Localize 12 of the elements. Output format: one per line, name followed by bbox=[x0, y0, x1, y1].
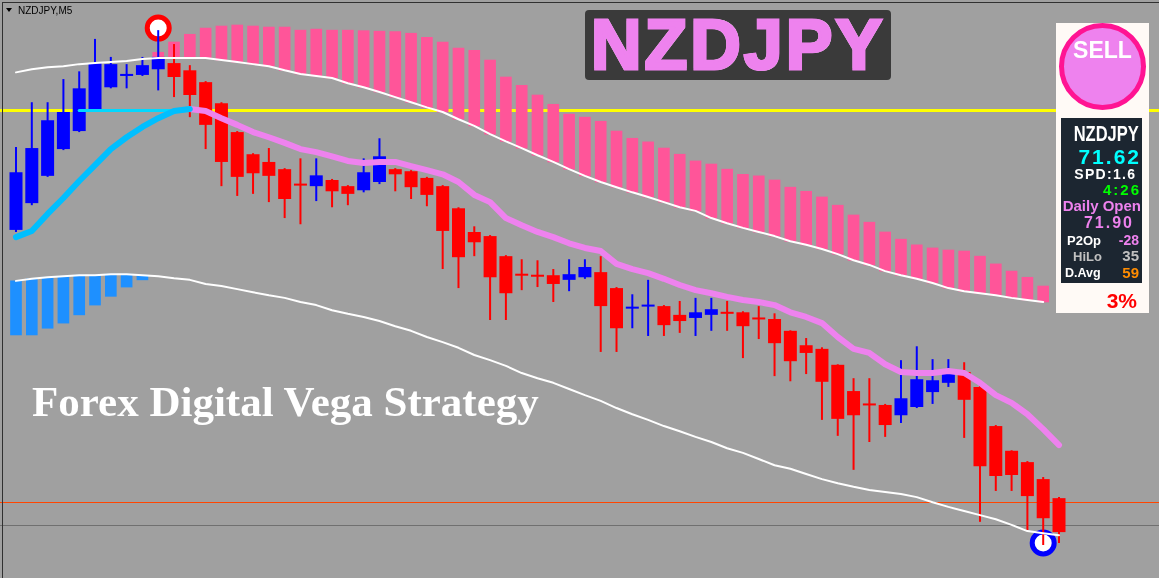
text: 59 bbox=[1122, 263, 1139, 283]
text: 3% bbox=[1106, 287, 1137, 314]
text: 71.90 bbox=[1083, 213, 1134, 233]
chart-title: NZDJPY bbox=[590, 6, 887, 84]
annotation: Forex Digital Vega Strategy bbox=[32, 377, 539, 427]
text: HiLo bbox=[1073, 248, 1102, 265]
text: NZDJPY,M5 bbox=[18, 3, 73, 17]
text: -28 bbox=[1118, 231, 1139, 249]
text: P2Op bbox=[1067, 231, 1101, 249]
text: SELL bbox=[1072, 36, 1133, 65]
text: 35 bbox=[1122, 246, 1139, 266]
annotation: D.Avg bbox=[1065, 265, 1101, 281]
